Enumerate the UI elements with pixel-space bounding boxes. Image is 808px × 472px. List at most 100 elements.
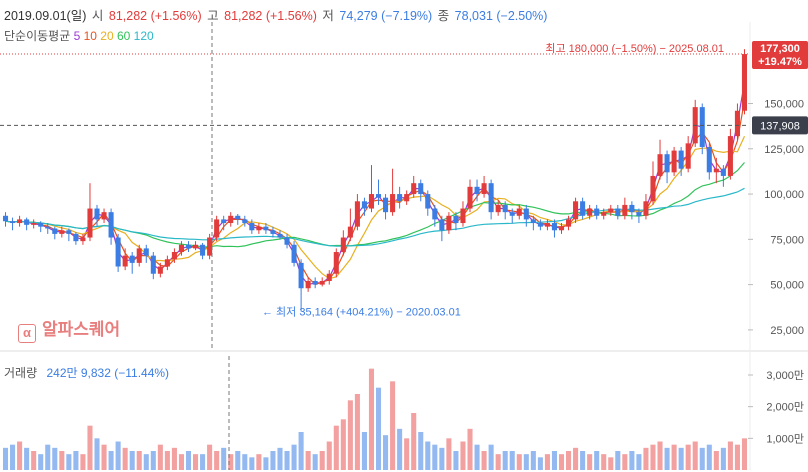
- candle-body: [495, 204, 501, 213]
- volume-bar: [115, 441, 121, 470]
- candle-body: [200, 244, 206, 256]
- volume-bar: [368, 368, 375, 470]
- candle-body: [664, 154, 670, 173]
- ma-legend-period-120[interactable]: 120: [130, 29, 154, 43]
- volume-bar: [523, 454, 529, 470]
- volume-bar: [375, 387, 382, 470]
- candle-body: [221, 219, 227, 224]
- volume-bar: [692, 441, 698, 470]
- volume-bar: [319, 451, 325, 470]
- volume-bar: [397, 428, 403, 470]
- volume-bar: [685, 444, 691, 470]
- volume-bar: [66, 454, 72, 470]
- volume-bar: [629, 451, 635, 470]
- candle-body: [558, 226, 565, 231]
- info-open-label: 시: [91, 9, 104, 23]
- volume-bar: [242, 454, 248, 470]
- volume-tick-label: 3,000만: [766, 369, 804, 382]
- volume-bar: [720, 447, 726, 470]
- volume-bar: [530, 451, 536, 470]
- candle-body: [706, 146, 712, 173]
- candle-body: [87, 208, 93, 238]
- volume-bar: [354, 394, 360, 470]
- volume-bar: [411, 413, 417, 470]
- candle-body: [354, 201, 360, 227]
- volume-bar: [509, 451, 515, 470]
- volume-bar: [741, 438, 748, 470]
- candle-body: [136, 248, 142, 263]
- volume-bar: [164, 451, 170, 470]
- volume-bar: [270, 451, 276, 470]
- volume-bar: [361, 432, 367, 470]
- candle-body: [228, 215, 234, 224]
- volume-bar: [566, 451, 572, 470]
- current-price-change: +19.47%: [758, 56, 802, 68]
- candle-body: [622, 204, 628, 216]
- volume-bar: [277, 447, 283, 470]
- candle-body: [178, 244, 184, 253]
- alpha-logo-icon: α: [18, 324, 36, 343]
- price-tick-label: 100,000: [764, 189, 804, 201]
- volume-bar: [502, 451, 508, 470]
- candle-body: [157, 266, 163, 274]
- volume-bar: [481, 451, 487, 470]
- volume-bar: [650, 444, 656, 470]
- volume-bar: [713, 451, 719, 470]
- volume-bar: [200, 454, 206, 470]
- volume-bar: [383, 435, 389, 470]
- candle-body: [580, 201, 586, 216]
- candle-body: [397, 194, 403, 202]
- candle-body: [80, 237, 86, 242]
- candle-body: [460, 208, 466, 224]
- volume-bar: [333, 425, 339, 470]
- volume-bar: [347, 400, 353, 470]
- price-tick-label: 75,000: [770, 234, 804, 246]
- volume-bar: [263, 457, 269, 470]
- candle-body: [94, 208, 100, 220]
- volume-bar: [404, 438, 410, 470]
- candle-body: [185, 244, 192, 249]
- candle-body: [432, 208, 438, 220]
- volume-bar: [207, 444, 213, 470]
- ma-legend-title: 단순이동평균: [4, 29, 71, 43]
- ma-line-20: [5, 136, 746, 280]
- candle-body: [52, 228, 58, 234]
- ma-legend-period-60[interactable]: 60: [113, 29, 131, 43]
- price-tick-label: 125,000: [764, 144, 804, 156]
- candle-body: [10, 221, 16, 224]
- volume-bar: [699, 447, 705, 470]
- volume-bar: [622, 454, 628, 470]
- volume-bar: [59, 451, 65, 470]
- candle-body: [101, 212, 107, 220]
- volume-bar: [636, 454, 642, 470]
- volume-bar: [305, 451, 311, 470]
- volume-bar: [101, 444, 107, 470]
- candle-body: [713, 168, 719, 173]
- candle-body: [446, 215, 452, 231]
- volume-bar: [446, 438, 452, 470]
- price-tick-label: 150,000: [764, 99, 804, 111]
- candle-body: [474, 186, 480, 195]
- volume-bar: [157, 444, 163, 470]
- volume-bar: [17, 441, 23, 470]
- volume-bar: [108, 451, 114, 470]
- volume-bar: [516, 454, 522, 470]
- volume-bar: [87, 425, 93, 470]
- candle-body: [171, 252, 177, 260]
- volume-bar: [727, 441, 733, 470]
- candle-body: [242, 219, 248, 224]
- ma-legend-period-5[interactable]: 5: [73, 29, 81, 43]
- candle-body: [347, 226, 353, 238]
- max-price-annotation: 최고 180,000 (−1.50%) − 2025.08.01: [545, 42, 724, 55]
- volume-bar: [551, 451, 557, 470]
- candle-body: [418, 183, 424, 195]
- volume-bar: [608, 457, 614, 470]
- candle-body: [164, 259, 170, 267]
- volume-legend[interactable]: 거래량 242만 9,832 (−11.44%): [4, 364, 169, 381]
- ma-legend-period-10[interactable]: 10: [80, 29, 97, 43]
- ma-legend-period-20[interactable]: 20: [96, 29, 114, 43]
- volume-bar: [474, 444, 480, 470]
- moving-average-legend[interactable]: 단순이동평균 5 10 20 60 120: [4, 27, 154, 44]
- volume-bar: [214, 451, 220, 470]
